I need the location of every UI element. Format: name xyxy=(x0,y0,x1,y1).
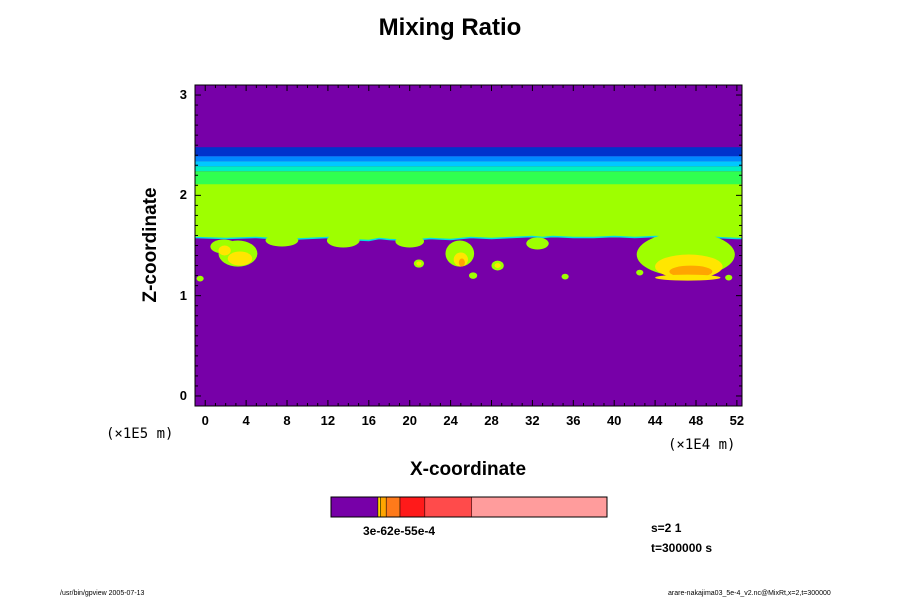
cloud-blob-14 xyxy=(655,274,721,281)
y-tick-label: 0 xyxy=(179,387,187,403)
axis-ticks xyxy=(194,85,742,406)
y-axis-unit: (×1E5 m) xyxy=(106,426,174,442)
colorbar-segment-6 xyxy=(471,496,608,518)
x-tick-label: 16 xyxy=(361,413,377,428)
cloud-base-profile xyxy=(195,184,742,241)
cloud-band-0 xyxy=(195,147,742,157)
colorbar xyxy=(330,496,608,518)
x-tick-label: 48 xyxy=(688,413,704,428)
cloud-speck-8 xyxy=(725,274,733,281)
x-tick-label: 12 xyxy=(320,413,336,428)
x-tick-label: 24 xyxy=(443,413,458,428)
x-tick-label: 20 xyxy=(402,413,417,428)
cloud-blob-13 xyxy=(669,265,713,278)
cloud-speck-6 xyxy=(561,273,569,280)
x-tick-label: 8 xyxy=(283,413,291,428)
x-tick-label: 40 xyxy=(606,413,622,428)
x-tick-label: 0 xyxy=(201,413,209,428)
x-tick-label: 44 xyxy=(647,413,663,428)
y-tick-label: 1 xyxy=(179,287,187,303)
cloud-blob-6 xyxy=(395,235,425,248)
x-axis-label: X-coordinate xyxy=(409,459,527,480)
chart-title: Mixing Ratio xyxy=(378,14,522,41)
cloud-speck-0 xyxy=(196,275,204,282)
colorbar-segment-4 xyxy=(399,496,426,518)
cloud-blob-9 xyxy=(458,258,465,267)
cloud-blob-4 xyxy=(265,234,299,247)
cloud-speck-5 xyxy=(494,263,501,269)
cloud-blob-10 xyxy=(526,237,549,250)
y-tick-label: 2 xyxy=(179,187,187,203)
cloud-blob-5 xyxy=(326,233,360,248)
info-line-2: t=300000 s xyxy=(651,541,713,555)
mixing-ratio-field xyxy=(195,85,742,406)
colorbar-segment-0 xyxy=(330,496,379,518)
cloud-blob-3 xyxy=(218,245,231,256)
y-axis-label: Z-coordinate xyxy=(140,187,161,303)
cloud-band-1 xyxy=(195,156,742,162)
colorbar-segment-5 xyxy=(424,496,473,518)
cloud-band-2 xyxy=(195,161,742,167)
cloud-speck-2 xyxy=(416,261,422,266)
cloud-blob-2 xyxy=(227,251,253,266)
cloud-band-3 xyxy=(195,166,742,172)
info-line-1: s=2 1 xyxy=(651,521,682,535)
colorbar-segment-2 xyxy=(380,496,387,518)
x-tick-label: 52 xyxy=(729,413,745,428)
x-tick-label: 32 xyxy=(525,413,540,428)
cloud-speck-7 xyxy=(636,269,644,276)
y-tick-label: 3 xyxy=(179,87,187,103)
colorbar-frame xyxy=(330,496,608,518)
footer-right: arare-nakajima03_5e-4_v2.nc@MixRt,x=2,t=… xyxy=(668,590,831,597)
x-tick-label: 36 xyxy=(566,413,581,428)
colorbar-tick-label: 3e-62e-55e-4 xyxy=(363,524,436,538)
x-tick-label: 28 xyxy=(484,413,499,428)
colorbar-segment-1 xyxy=(377,496,381,518)
cloud-band-4 xyxy=(195,171,742,186)
cloud-speck-3 xyxy=(469,272,478,279)
colorbar-segment-3 xyxy=(385,496,401,518)
x-tick-label: 4 xyxy=(242,413,250,428)
footer-left: /usr/bin/gpview 2005-07-13 xyxy=(60,590,145,597)
x-axis-unit: (×1E4 m) xyxy=(668,437,736,453)
